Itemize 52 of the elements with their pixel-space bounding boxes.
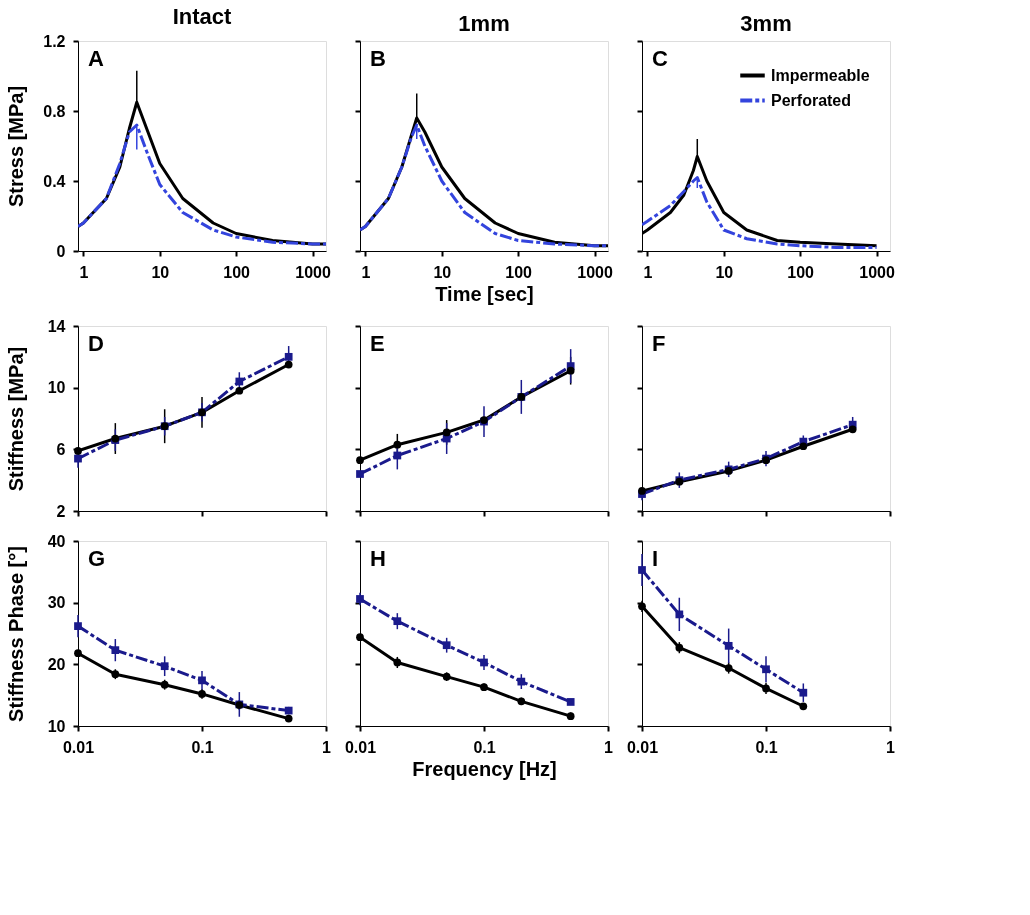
x-tick-label: 10 <box>151 263 170 281</box>
x-tick-label: 1 <box>79 263 89 281</box>
chart-title: Intact <box>172 4 232 29</box>
annotation: B <box>370 46 386 71</box>
y-axis-title: Stress [MPa] <box>4 85 27 208</box>
x-tick-label: 10 <box>715 263 734 281</box>
x-tick-label: 1000 <box>577 263 613 281</box>
x-tick-label: 0.01 <box>62 738 95 756</box>
annotation: C <box>652 46 668 71</box>
x-axis-title: Time [sec] <box>435 282 534 305</box>
y-tick-label: 10 <box>47 379 66 397</box>
annotation: E <box>370 331 385 356</box>
y-tick-label: 30 <box>47 594 66 612</box>
annotation: F <box>652 331 666 356</box>
y-tick-label: 0 <box>56 242 66 260</box>
x-tick-label: 100 <box>505 263 533 281</box>
y-tick-label: 20 <box>47 655 66 673</box>
y-axis-title: Stiffness Phase [°] <box>4 546 27 722</box>
y-axis-title: Stiffness [MPa] <box>4 346 27 492</box>
x-tick-label: 0.1 <box>191 738 214 756</box>
y-tick-label: 10 <box>47 717 66 735</box>
annotation: H <box>370 546 386 571</box>
chart-title: 1mm <box>458 11 510 36</box>
x-tick-label: 1 <box>322 738 332 756</box>
legend-label: Perforated <box>771 91 852 109</box>
x-tick-label: 1 <box>643 263 653 281</box>
x-tick-label: 1 <box>604 738 614 756</box>
y-tick-label: 0.4 <box>43 172 66 190</box>
y-tick-label: 1.2 <box>43 32 66 50</box>
x-tick-label: 1 <box>886 738 896 756</box>
x-tick-label: 0.01 <box>626 738 659 756</box>
y-tick-label: 6 <box>56 440 66 458</box>
annotation: D <box>88 331 104 356</box>
y-tick-label: 0.8 <box>43 102 66 120</box>
annotation: I <box>652 546 659 571</box>
annotation: A <box>88 46 104 71</box>
x-tick-label: 100 <box>787 263 815 281</box>
x-axis-title: Frequency [Hz] <box>412 757 557 780</box>
y-tick-label: 2 <box>56 502 66 520</box>
y-tick-label: 40 <box>47 532 66 550</box>
chart-title: 3mm <box>740 11 792 36</box>
x-tick-label: 100 <box>223 263 251 281</box>
x-tick-label: 10 <box>433 263 452 281</box>
x-tick-label: 0.1 <box>473 738 496 756</box>
x-tick-label: 0.1 <box>755 738 778 756</box>
x-tick-label: 1000 <box>295 263 331 281</box>
annotation: G <box>88 546 106 571</box>
x-tick-label: 0.01 <box>344 738 377 756</box>
y-tick-label: 14 <box>47 317 66 335</box>
legend-label: Impermeable <box>771 66 870 84</box>
x-tick-label: 1000 <box>859 263 895 281</box>
x-tick-label: 1 <box>361 263 371 281</box>
